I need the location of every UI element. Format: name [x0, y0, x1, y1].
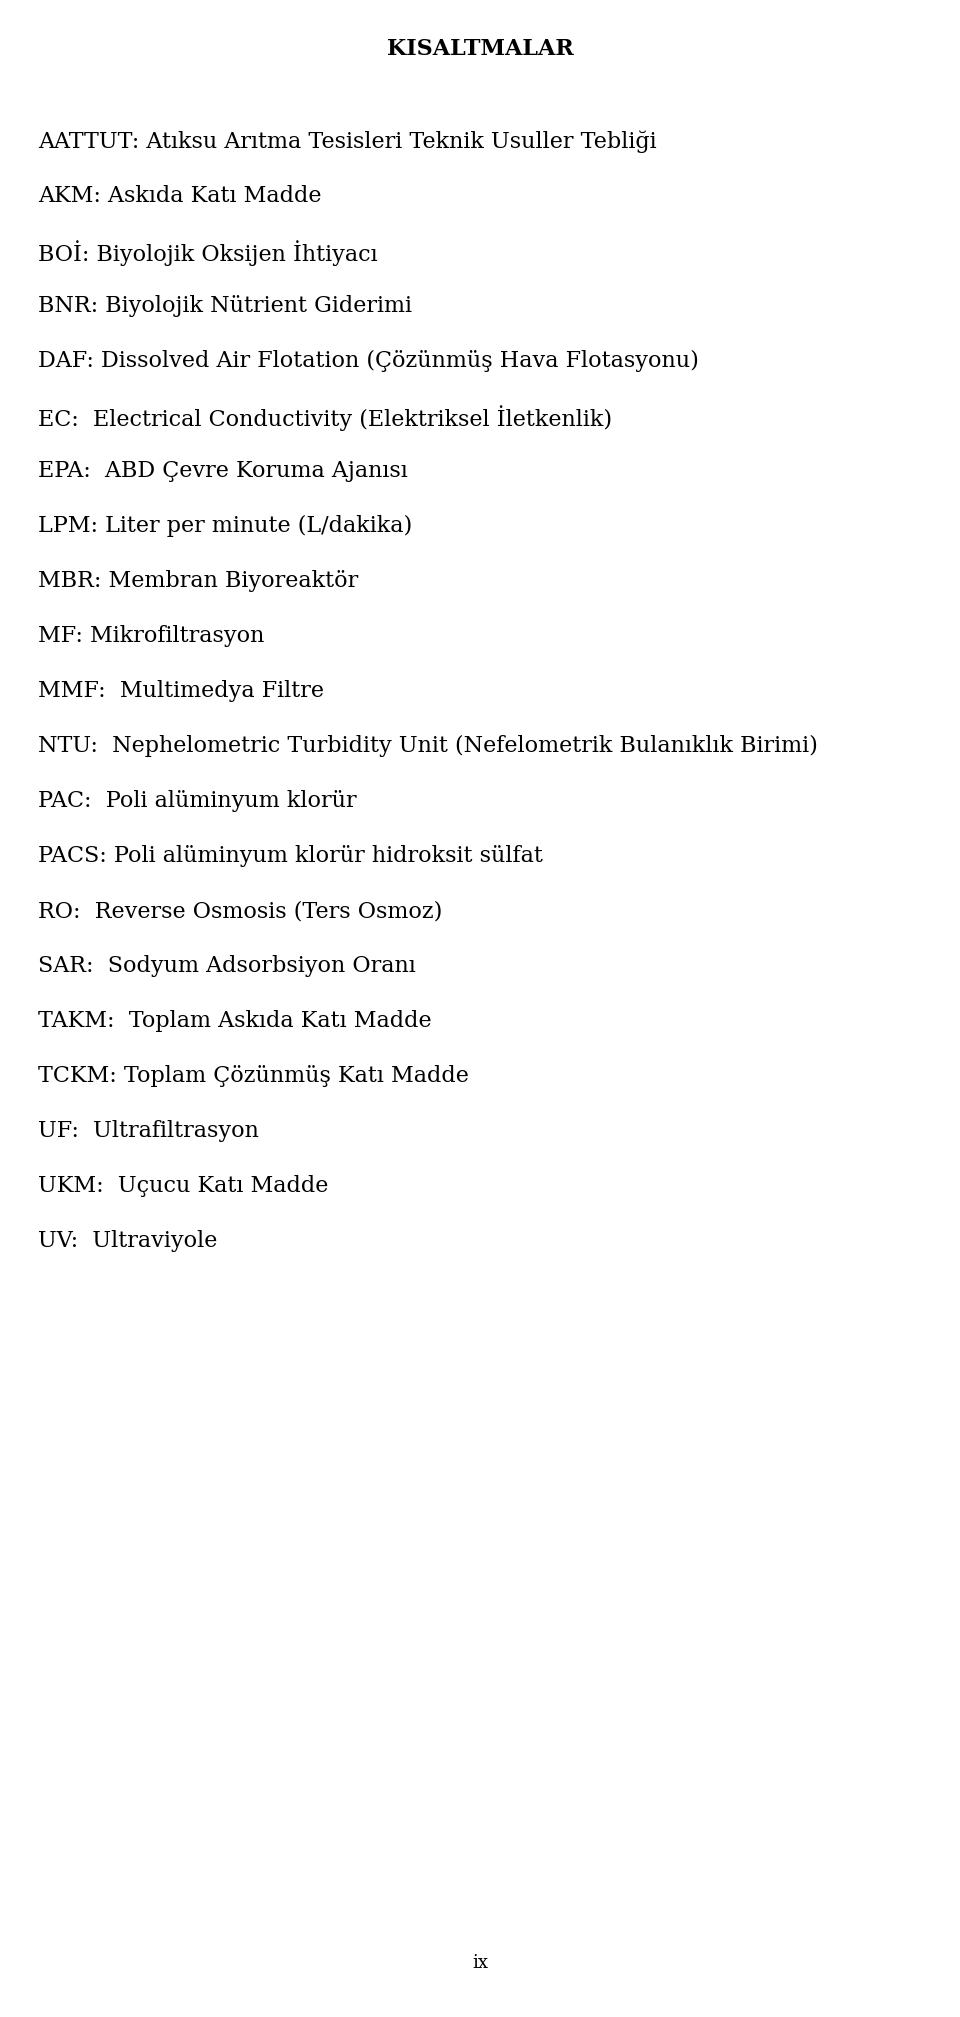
Text: AATTUT: Atıksu Arıtma Tesisleri Teknik Usuller Tebliği: AATTUT: Atıksu Arıtma Tesisleri Teknik U… — [38, 129, 657, 153]
Text: MMF:  Multimedya Filtre: MMF: Multimedya Filtre — [38, 680, 324, 702]
Text: TCKM: Toplam Çözünmüş Katı Madde: TCKM: Toplam Çözünmüş Katı Madde — [38, 1065, 468, 1087]
Text: BNR: Biyolojik Nütrient Giderimi: BNR: Biyolojik Nütrient Giderimi — [38, 294, 412, 317]
Text: PAC:  Poli alüminyum klorür: PAC: Poli alüminyum klorür — [38, 791, 356, 813]
Text: ix: ix — [472, 1954, 488, 1973]
Text: UV:  Ultraviyole: UV: Ultraviyole — [38, 1230, 217, 1253]
Text: SAR:  Sodyum Adsorbsiyon Oranı: SAR: Sodyum Adsorbsiyon Oranı — [38, 954, 416, 976]
Text: AKM: Askıda Katı Madde: AKM: Askıda Katı Madde — [38, 186, 322, 208]
Text: UKM:  Uçucu Katı Madde: UKM: Uçucu Katı Madde — [38, 1176, 328, 1196]
Text: MF: Mikrofiltrasyon: MF: Mikrofiltrasyon — [38, 625, 264, 647]
Text: NTU:  Nephelometric Turbidity Unit (Nefelometrik Bulanıklık Birimi): NTU: Nephelometric Turbidity Unit (Nefel… — [38, 734, 818, 756]
Text: BOİ: Biyolojik Oksijen İhtiyacı: BOİ: Biyolojik Oksijen İhtiyacı — [38, 240, 377, 266]
Text: DAF: Dissolved Air Flotation (Çözünmüş Hava Flotasyonu): DAF: Dissolved Air Flotation (Çözünmüş H… — [38, 351, 699, 371]
Text: EPA:  ABD Çevre Koruma Ajanısı: EPA: ABD Çevre Koruma Ajanısı — [38, 460, 408, 482]
Text: UF:  Ultrafiltrasyon: UF: Ultrafiltrasyon — [38, 1119, 259, 1142]
Text: PACS: Poli alüminyum klorür hidroksit sülfat: PACS: Poli alüminyum klorür hidroksit sü… — [38, 845, 542, 867]
Text: LPM: Liter per minute (L/dakika): LPM: Liter per minute (L/dakika) — [38, 514, 412, 537]
Text: TAKM:  Toplam Askıda Katı Madde: TAKM: Toplam Askıda Katı Madde — [38, 1011, 432, 1033]
Text: KISALTMALAR: KISALTMALAR — [387, 38, 573, 61]
Text: EC:  Electrical Conductivity (Elektriksel İletkenlik): EC: Electrical Conductivity (Elektriksel… — [38, 405, 612, 432]
Text: MBR: Membran Biyoreaktör: MBR: Membran Biyoreaktör — [38, 571, 358, 593]
Text: RO:  Reverse Osmosis (Ters Osmoz): RO: Reverse Osmosis (Ters Osmoz) — [38, 900, 443, 922]
